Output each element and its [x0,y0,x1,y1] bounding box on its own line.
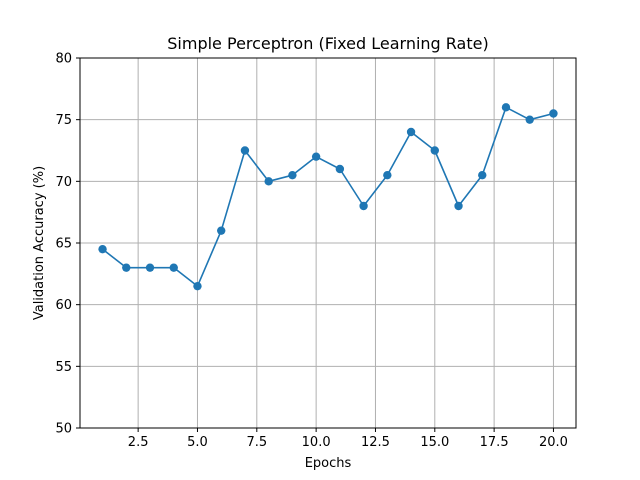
data-point [383,170,392,180]
y-tick-label: 55 [55,360,72,375]
x-tick-label: 10.0 [302,435,331,450]
data-point [98,244,107,254]
data-point [335,164,345,174]
data-point [525,115,534,124]
y-tick-label: 65 [55,237,72,252]
data-point [549,109,558,118]
data-point [311,152,321,161]
series-line [102,106,554,287]
y-tick-label: 75 [55,113,72,128]
y-tick-label: 80 [55,52,72,67]
data-point [430,146,439,155]
grid-lines [80,57,576,429]
x-tick-label: 15.0 [420,435,449,450]
data-point [359,201,368,211]
y-tick-label: 50 [55,422,72,437]
x-tick-label: 2.5 [128,435,149,450]
data-point [240,146,250,155]
data-point [288,170,297,180]
data-point [193,281,202,291]
data-point [406,127,416,137]
y-tick-label: 70 [55,175,72,190]
x-tick-label: 12.5 [361,435,390,450]
data-point [145,263,155,272]
data-point [122,263,131,272]
x-tick-label: 7.5 [246,435,267,450]
x-tick-label: 5.0 [187,435,208,450]
data-point [501,103,511,112]
data-point [169,263,178,272]
y-tick-label: 60 [55,298,72,313]
x-axis-label: Epochs [305,456,352,471]
x-tick-label: 17.5 [480,435,509,450]
x-axis-ticks: 2.5 5.0 7.5 10.0 12.5 15.0 17.5 20.0 [128,428,568,450]
data-point [217,226,226,235]
x-tick-label: 20.0 [539,435,568,450]
series-layer [98,103,558,291]
data-point [454,201,463,211]
chart-title: Simple Perceptron (Fixed Learning Rate) [167,34,488,53]
y-axis-ticks: 50 55 60 65 70 75 80 [55,52,80,437]
y-axis-label: Validation Accuracy (%) [32,166,47,320]
data-point [264,177,273,186]
data-point [478,170,487,180]
